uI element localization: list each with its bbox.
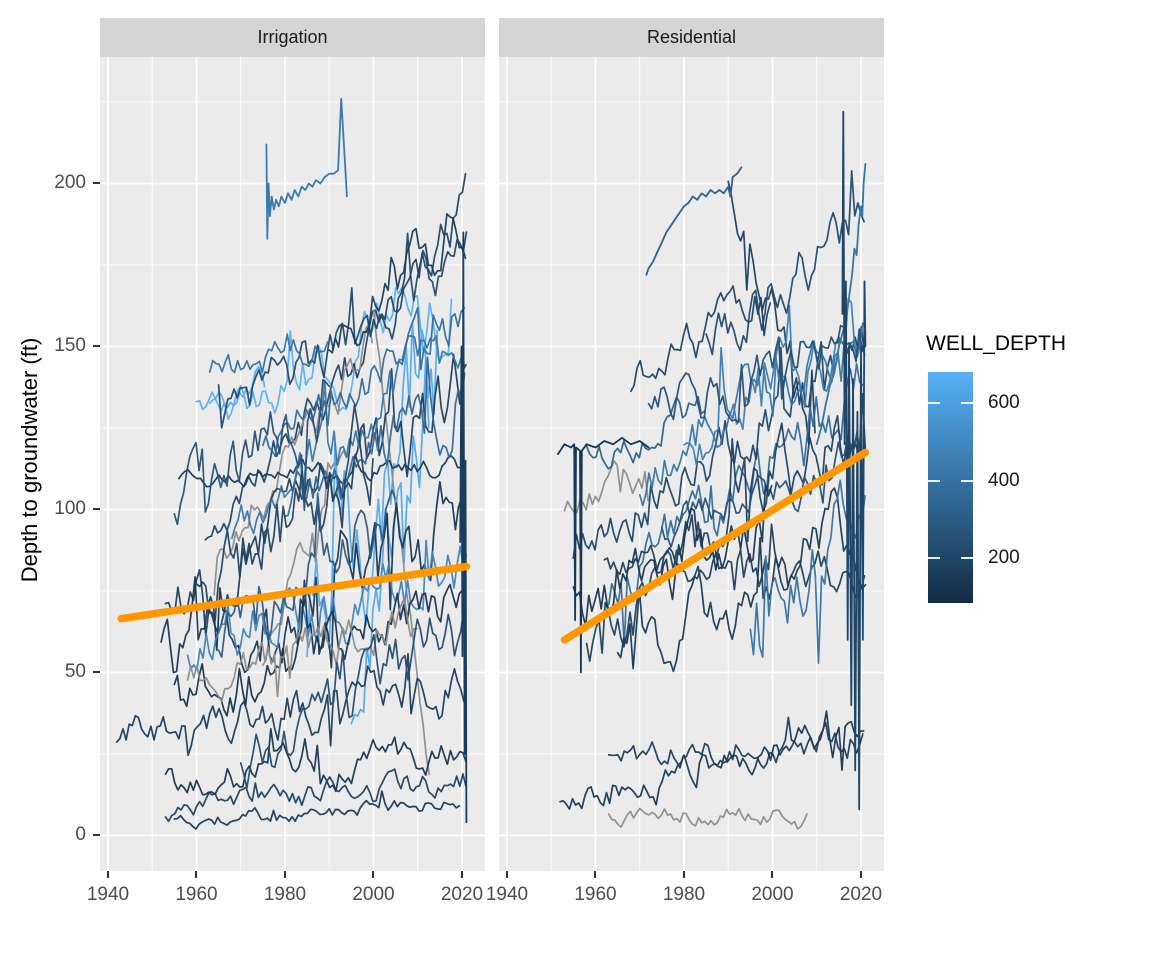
legend-colorbar-tick [961, 402, 973, 405]
series-line [616, 487, 867, 673]
x-tick-label: 1940 [485, 884, 529, 905]
legend-colorbar-tick [961, 557, 973, 560]
y-tick-label: 200 [54, 172, 86, 194]
facet-strip-label: Residential [646, 27, 737, 47]
x-tick-mark [594, 871, 597, 878]
x-tick-mark [859, 871, 862, 878]
series-line [173, 378, 331, 526]
series-line [585, 395, 706, 470]
y-tick-label: 100 [54, 498, 86, 520]
series-line [607, 716, 864, 769]
series-line [607, 807, 808, 830]
x-tick-label: 1980 [662, 884, 706, 905]
series-line [160, 479, 466, 674]
x-tick-label: 2000 [352, 884, 395, 905]
series-line [239, 610, 465, 789]
facet-strip-residential: Residential [499, 18, 884, 57]
series-line [647, 324, 867, 424]
y-axis-title: Depth to groundwater (ft) [17, 337, 42, 583]
panel-background [100, 57, 485, 871]
x-tick-label: 1960 [574, 884, 617, 905]
series-line [661, 431, 865, 548]
y-tick-label: 50 [64, 661, 86, 683]
series-line [195, 404, 374, 622]
series-line [115, 652, 465, 757]
series-line [328, 213, 467, 354]
series-line [173, 579, 467, 717]
series-line [572, 484, 773, 627]
legend-colorbar [928, 372, 973, 603]
y-tick-label: 0 [75, 824, 86, 846]
series-line [705, 170, 865, 356]
series-line [164, 768, 467, 823]
series-line [177, 453, 465, 488]
series-line [683, 297, 865, 466]
x-tick-label: 2020 [839, 884, 883, 905]
legend-title: WELL_DEPTH [926, 332, 1067, 355]
legend-tick-label: 600 [988, 392, 1020, 414]
y-tick-mark [93, 345, 100, 348]
legend-colorbar-tick [928, 557, 940, 560]
trend-line-irrigation [117, 562, 471, 623]
series-line [186, 597, 418, 703]
series-line [459, 231, 468, 824]
series-line [231, 335, 466, 540]
series-line [217, 231, 468, 429]
panel-irrigation [100, 57, 485, 871]
legend-tick-label: 200 [988, 547, 1020, 569]
legend-colorbar-tick [961, 479, 973, 482]
panel-residential [499, 57, 884, 871]
series-line [262, 306, 466, 458]
series-line [284, 356, 466, 518]
legend-tick-label: 400 [988, 469, 1020, 491]
panel-background [499, 57, 884, 871]
x-tick-mark [682, 871, 685, 878]
facet-strip-label: Irrigation [257, 27, 328, 47]
x-tick-mark [106, 871, 109, 878]
series-line [603, 523, 866, 599]
series-line [265, 97, 348, 240]
legend-colorbar-tick [928, 402, 940, 405]
y-tick-mark [93, 182, 100, 185]
x-tick-mark [283, 871, 286, 878]
series-line [208, 333, 329, 374]
y-tick-mark [93, 671, 100, 674]
x-tick-mark [771, 871, 774, 878]
x-tick-label: 1980 [263, 884, 307, 905]
series-line [841, 110, 867, 811]
series-line [213, 322, 374, 596]
series-line [645, 166, 743, 276]
x-tick-mark [195, 871, 198, 878]
y-tick-mark [93, 508, 100, 511]
x-tick-mark [372, 871, 375, 878]
series-line [815, 163, 867, 446]
x-tick-label: 1940 [86, 884, 130, 905]
series-line [173, 790, 461, 830]
x-tick-label: 1960 [175, 884, 218, 905]
series-line [563, 460, 649, 514]
x-tick-mark [505, 871, 508, 878]
y-tick-mark [93, 834, 100, 837]
y-tick-label: 150 [54, 335, 86, 357]
trend-line-residential [560, 448, 870, 644]
x-tick-mark [460, 871, 463, 878]
series-line [350, 359, 430, 725]
series-line [557, 436, 650, 674]
series-line [749, 479, 866, 664]
x-tick-label: 2000 [751, 884, 794, 905]
series-line [630, 285, 772, 393]
series-line [262, 449, 351, 666]
legend-colorbar-tick [928, 479, 940, 482]
x-tick-label: 2020 [440, 884, 484, 905]
series-line [195, 366, 266, 412]
facet-strip-irrigation: Irrigation [100, 18, 485, 57]
